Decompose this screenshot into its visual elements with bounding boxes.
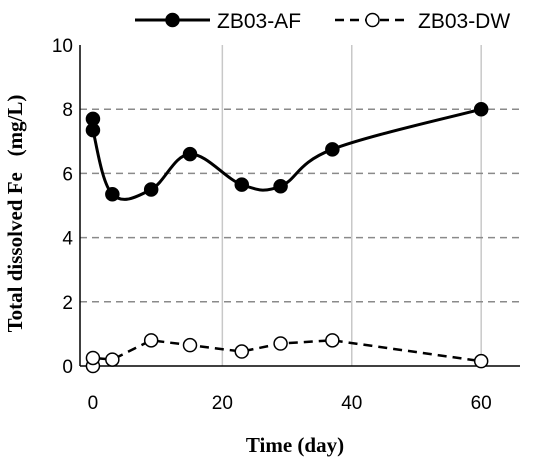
axes [79, 45, 520, 367]
x-tick-label: 20 [212, 393, 233, 414]
data-point [325, 142, 340, 157]
y-tick-label: 4 [62, 229, 73, 250]
legend-label: ZB03-AF [217, 10, 301, 33]
grid [80, 45, 520, 366]
data-point [105, 352, 120, 367]
y-axis-title: Total dissolved Fe (mg/L) [3, 95, 27, 333]
data-point [182, 146, 198, 162]
y-tick-label: 2 [62, 293, 73, 314]
data-point [273, 336, 288, 351]
series-layer [85, 101, 489, 374]
y-tick-label: 8 [62, 100, 73, 121]
data-point [85, 122, 101, 138]
series-ZB03-AF [85, 101, 489, 202]
legend-label: ZB03-DW [418, 10, 510, 33]
data-point [473, 101, 489, 117]
data-point [143, 333, 159, 348]
data-point [143, 182, 159, 197]
legend-item: ZB03-DW [335, 10, 510, 33]
legend-marker [365, 12, 380, 28]
data-point [105, 187, 120, 202]
data-point [85, 350, 101, 366]
y-tick-label: 6 [62, 164, 73, 185]
x-tick-label: 40 [341, 393, 362, 414]
y-tick-label: 0 [62, 357, 73, 378]
x-axis-title: Time (day) [246, 433, 344, 457]
y-tick-label: 10 [52, 36, 73, 57]
legend-marker [165, 12, 180, 28]
data-point [234, 344, 250, 359]
legend-item: ZB03-AF [135, 10, 301, 33]
ticks: 0 20 40 60 0 2 4 6 8 10 [52, 36, 492, 414]
legend: ZB03-AF ZB03-DW [135, 10, 510, 33]
x-tick-label: 60 [471, 393, 492, 414]
data-point [325, 333, 340, 348]
data-point [473, 353, 489, 369]
data-point [182, 337, 198, 353]
data-point [273, 178, 288, 194]
series-ZB03-DW [85, 333, 489, 374]
data-point [234, 177, 250, 192]
x-tick-label: 0 [88, 393, 99, 414]
